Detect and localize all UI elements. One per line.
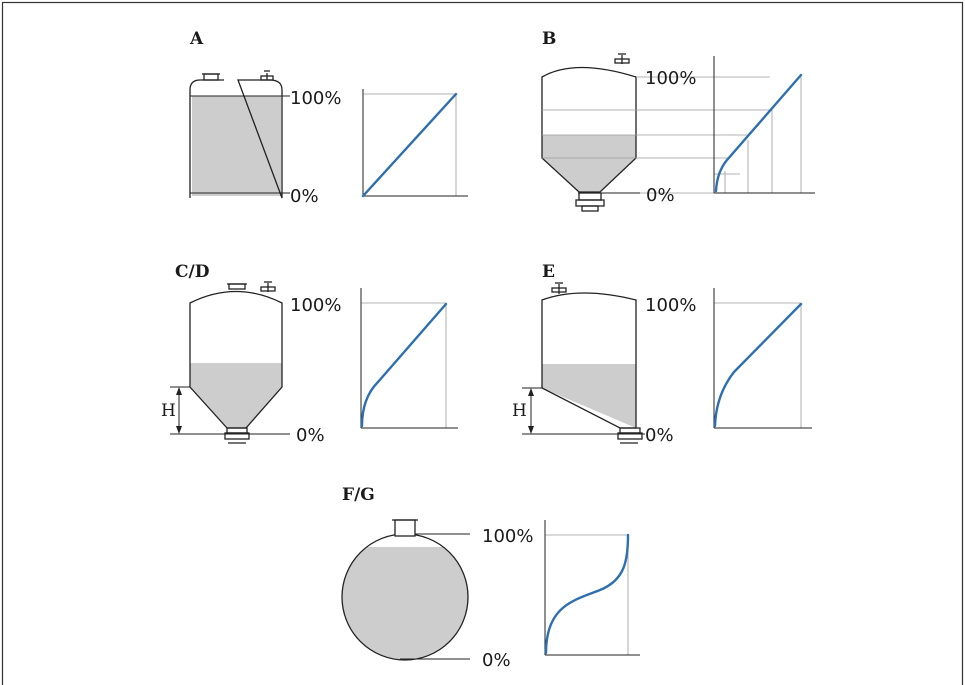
panel-a-chart (361, 89, 468, 198)
panel-b: B 100% 0% (541, 29, 815, 212)
panel-b-top-label: 100% (645, 68, 696, 89)
panel-a: A 100% 0% (189, 29, 468, 207)
panel-e-top-label: 100% (645, 295, 696, 316)
panel-e: E H 100% 0% (512, 262, 812, 446)
panel-e-label: E (542, 262, 555, 282)
panel-a-curve (361, 92, 458, 198)
panel-fg-bottom-label: 0% (482, 650, 511, 671)
panel-fg-tank (341, 519, 470, 661)
panel-cd-tank (170, 281, 290, 444)
panel-a-fill (192, 96, 281, 196)
panel-cd-curve (360, 302, 448, 428)
panel-cd-height-label: H (161, 401, 176, 421)
panel-cd-fill (190, 363, 282, 428)
panel-e-chart (713, 288, 812, 429)
panel-e-tank (522, 282, 645, 444)
panel-cd-label: C/D (175, 262, 210, 282)
panel-fg: F/G 100% 0% (341, 485, 640, 671)
panel-b-bottom-label: 0% (646, 185, 675, 206)
panel-b-chart (713, 56, 815, 194)
panel-e-curve (713, 302, 803, 428)
panel-cd-top-label: 100% (290, 295, 341, 316)
panel-a-top-label: 100% (290, 88, 341, 109)
panel-e-height-label: H (512, 401, 527, 421)
panel-a-bottom-label: 0% (290, 186, 319, 207)
panel-b-label: B (542, 29, 556, 49)
panel-b-fill (542, 135, 636, 192)
panel-e-bottom-label: 0% (645, 425, 674, 446)
panel-fg-fill (342, 547, 468, 660)
panel-a-label: A (189, 29, 204, 49)
panel-cd: C/D H 100% 0% (161, 262, 458, 446)
panel-a-tank (189, 70, 290, 199)
panel-fg-chart (544, 520, 640, 656)
panel-b-curve (714, 73, 803, 193)
panel-e-fill (542, 364, 636, 428)
panel-fg-label: F/G (342, 485, 375, 505)
panel-b-tank (541, 53, 770, 212)
panel-cd-chart (360, 288, 458, 429)
panel-cd-bottom-label: 0% (296, 425, 325, 446)
panel-fg-top-label: 100% (482, 526, 533, 547)
panel-fg-curve (544, 533, 630, 655)
